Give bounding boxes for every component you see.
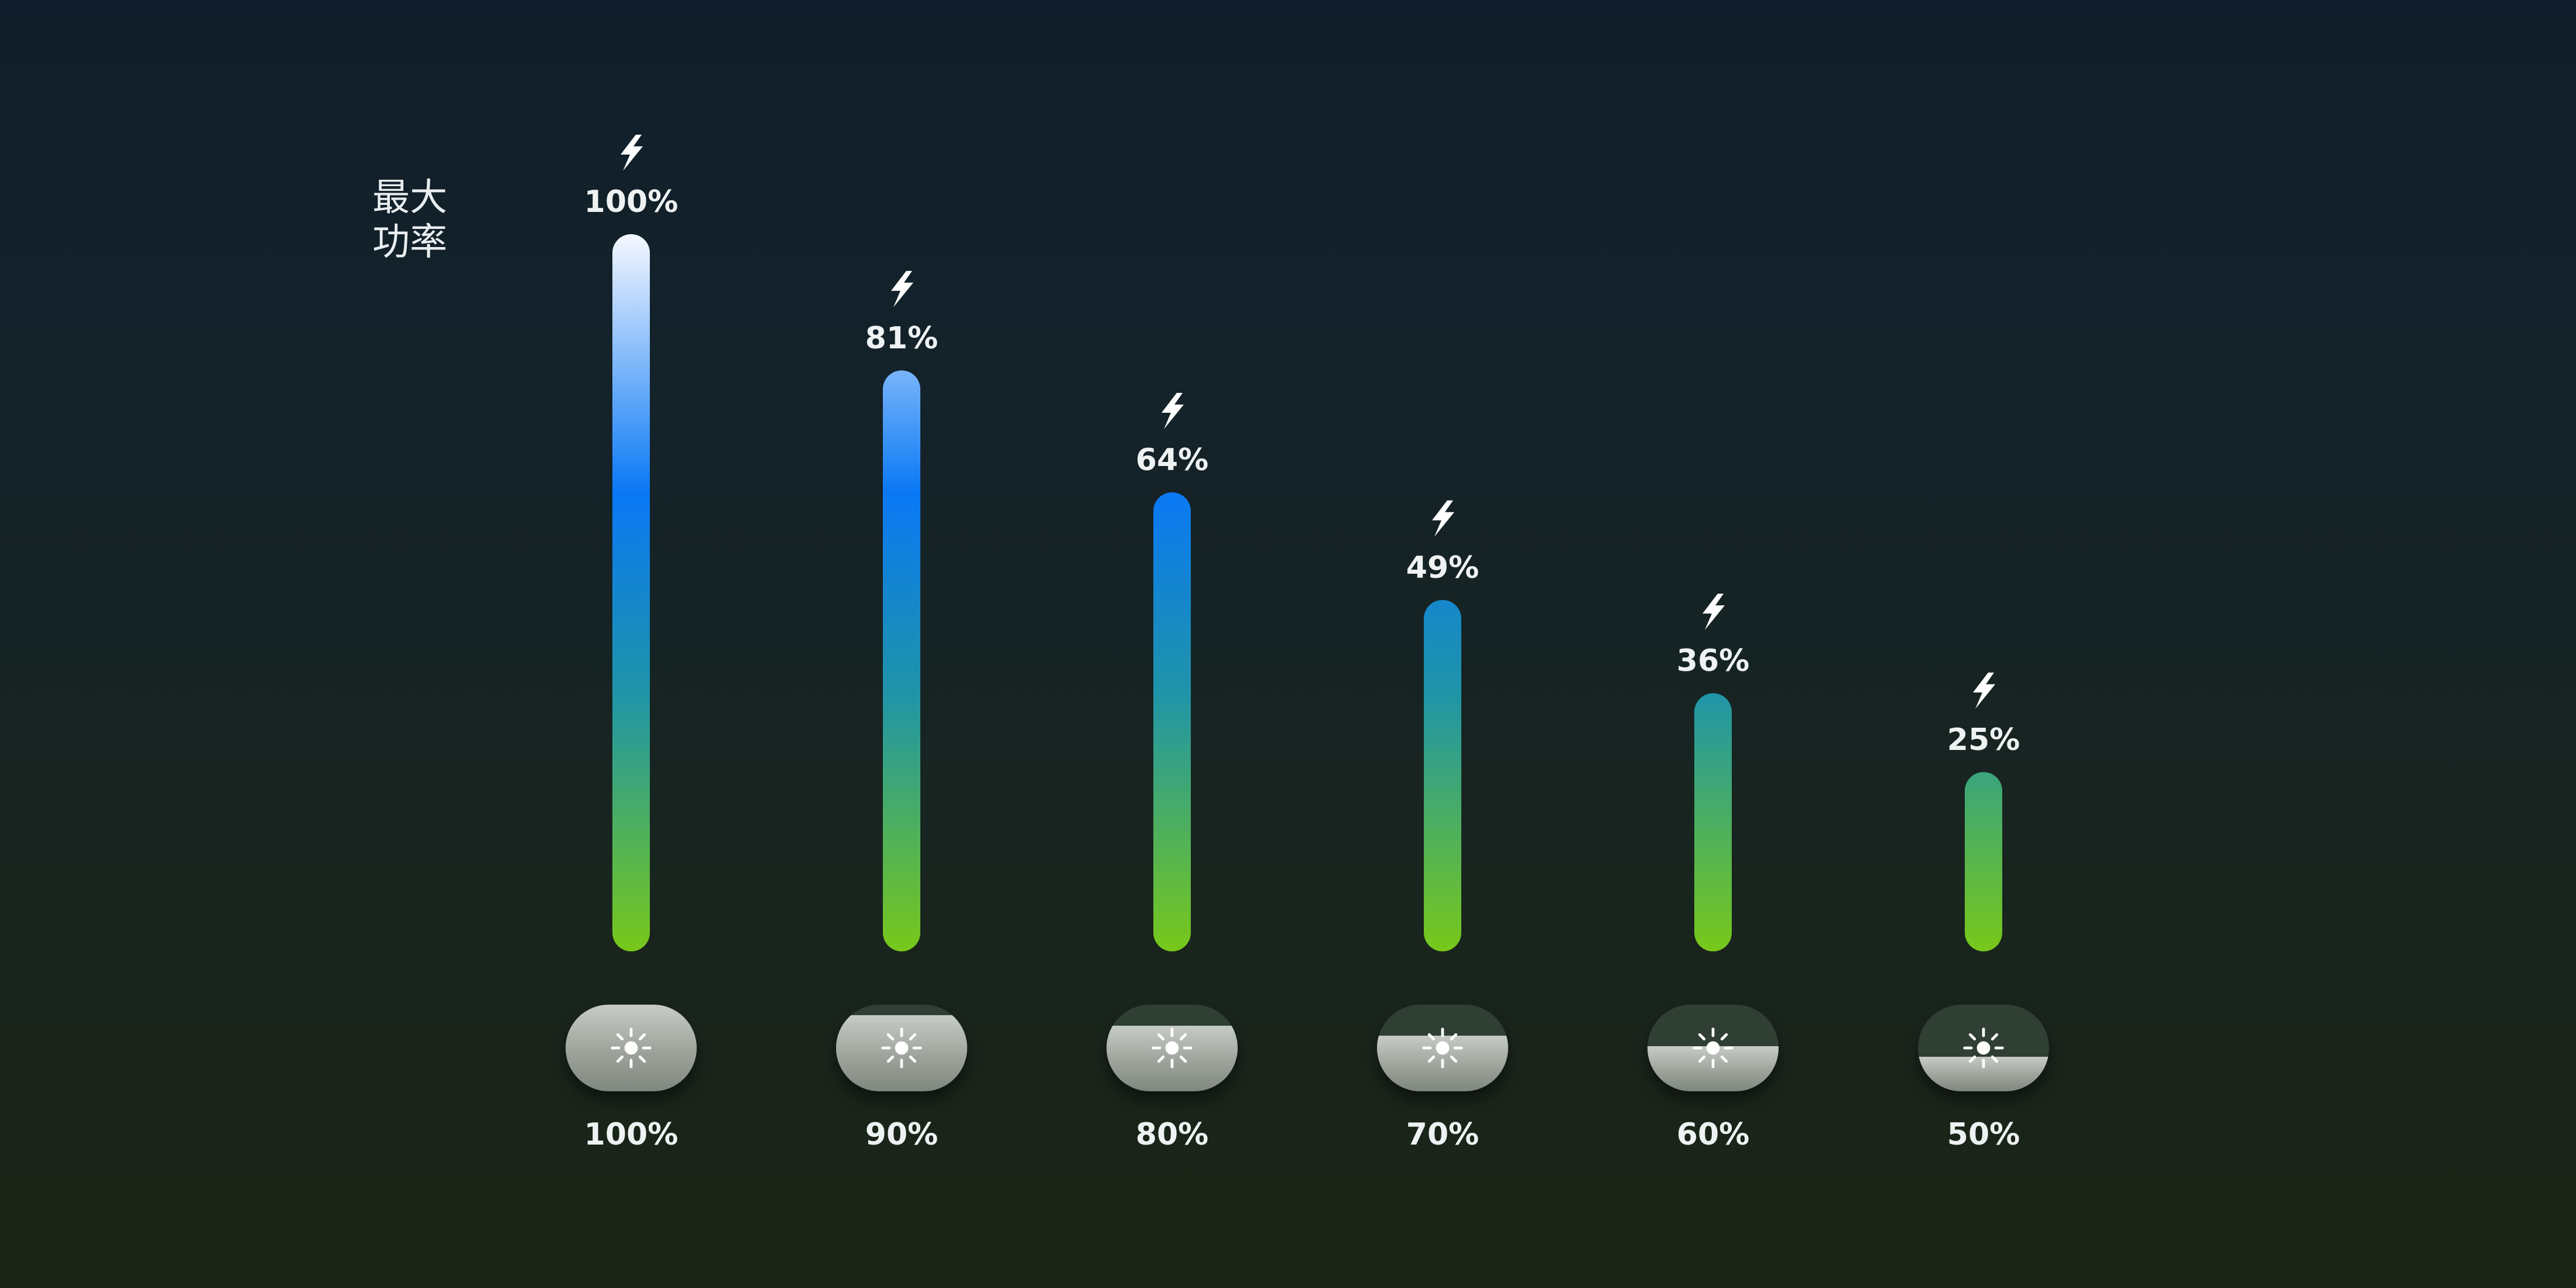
sun-icon bbox=[1150, 1026, 1194, 1070]
brightness-pill bbox=[836, 1005, 967, 1091]
y-axis-label-line-2: 功率 bbox=[372, 221, 447, 264]
bar-50pct bbox=[1965, 772, 2002, 951]
category-label: 80% bbox=[1135, 1117, 1209, 1152]
sun-icon bbox=[879, 1026, 924, 1070]
sun-icon bbox=[1420, 1026, 1465, 1070]
value-label: 25% bbox=[1947, 722, 2020, 758]
brightness-pill bbox=[1107, 1005, 1238, 1091]
value-label: 100% bbox=[584, 184, 679, 220]
category-label: 90% bbox=[865, 1117, 938, 1152]
value-label: 81% bbox=[865, 321, 938, 356]
lightning-bolt-icon bbox=[1432, 500, 1454, 537]
brightness-pill bbox=[1647, 1005, 1779, 1091]
bar-80pct bbox=[1153, 492, 1191, 951]
value-labels: 100% 81% 64% 49% 36% 25% bbox=[584, 135, 2020, 758]
value-label: 49% bbox=[1406, 550, 1479, 585]
value-label: 64% bbox=[1136, 443, 1208, 478]
sun-icon bbox=[1961, 1026, 2006, 1070]
sun-icon bbox=[609, 1026, 653, 1070]
sun-icon bbox=[1691, 1026, 1735, 1070]
bar-70pct bbox=[1424, 600, 1461, 951]
category-label: 100% bbox=[584, 1117, 679, 1152]
value-label: 36% bbox=[1677, 643, 1749, 679]
brightness-pill bbox=[566, 1005, 697, 1091]
lightning-bolt-icon bbox=[1162, 393, 1184, 429]
bar-90pct bbox=[883, 370, 920, 951]
bar-60pct bbox=[1694, 693, 1732, 951]
bar-100pct bbox=[612, 234, 650, 951]
y-axis-label-line-1: 最大 bbox=[372, 176, 447, 220]
category-label: 70% bbox=[1406, 1117, 1479, 1152]
lightning-bolt-icon bbox=[1973, 672, 1995, 709]
gridlines bbox=[492, 225, 2108, 953]
lightning-bolt-icon bbox=[1703, 594, 1725, 630]
y-axis-label: 最大 功率 bbox=[363, 176, 457, 265]
bars bbox=[612, 234, 2002, 951]
brightness-pill bbox=[1918, 1005, 2049, 1091]
lightning-bolt-icon bbox=[891, 270, 913, 307]
category-label: 60% bbox=[1676, 1117, 1750, 1152]
category-label: 50% bbox=[1947, 1117, 2020, 1152]
lightning-bolt-icon bbox=[621, 135, 643, 171]
brightness-pill bbox=[1377, 1005, 1508, 1091]
